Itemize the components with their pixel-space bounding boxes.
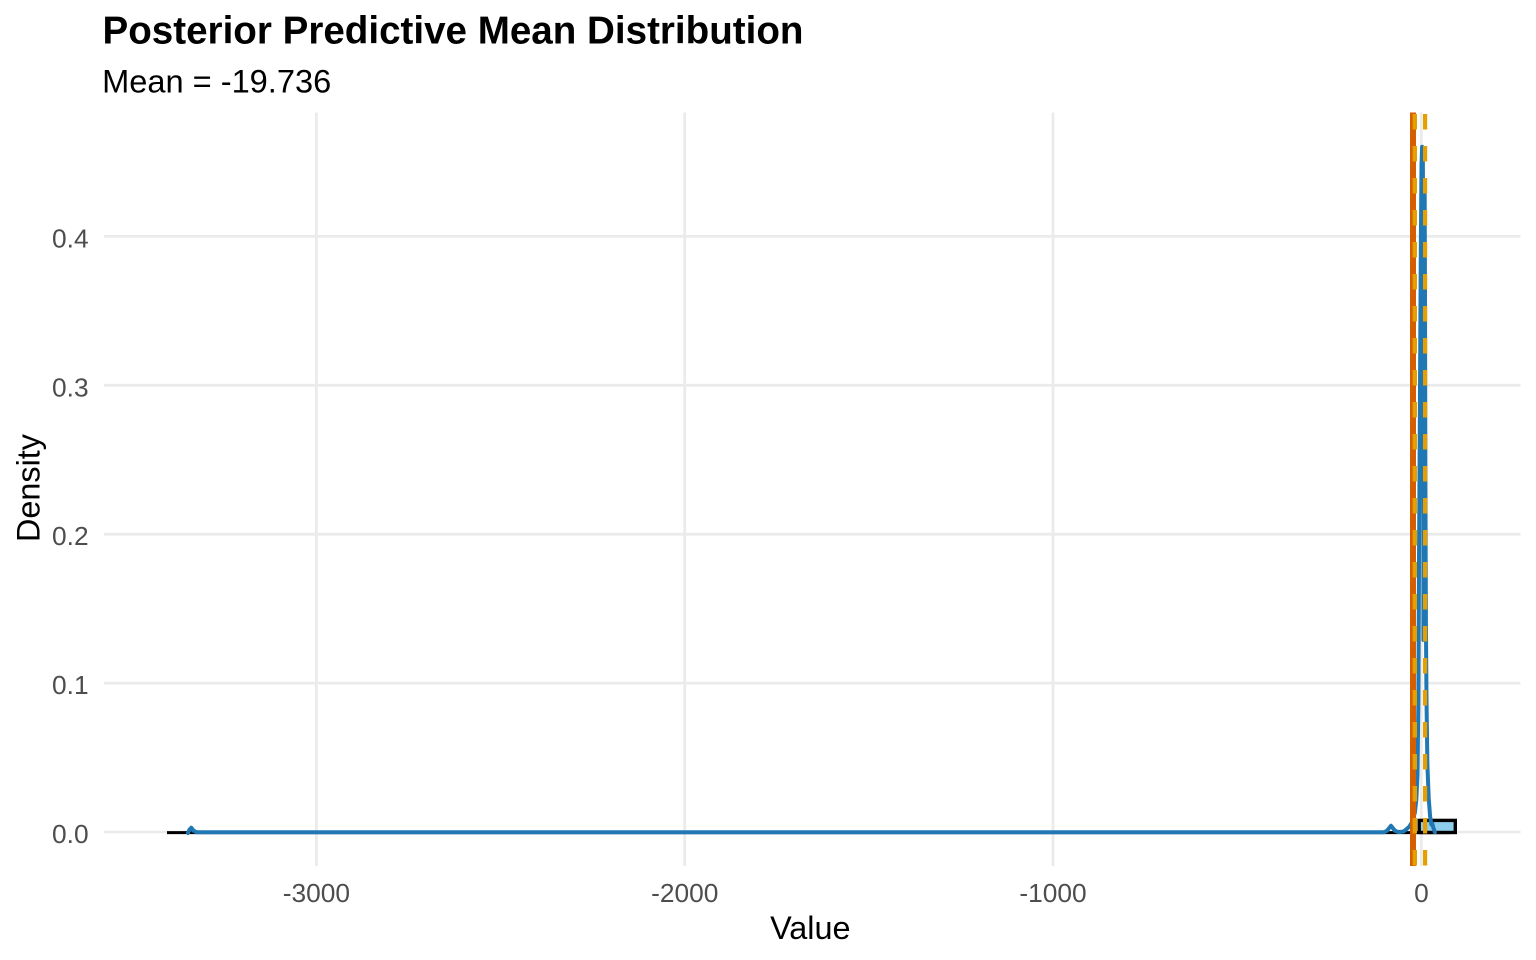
svg-text:Density: Density (11, 433, 47, 542)
svg-text:0.1: 0.1 (52, 670, 89, 700)
svg-text:0.0: 0.0 (52, 819, 89, 849)
svg-text:0: 0 (1414, 878, 1429, 908)
svg-text:Mean = -19.736: Mean = -19.736 (102, 62, 331, 99)
svg-text:-3000: -3000 (283, 878, 350, 908)
svg-text:-2000: -2000 (651, 878, 718, 908)
svg-text:0.4: 0.4 (52, 223, 89, 253)
svg-text:0.2: 0.2 (52, 521, 89, 551)
svg-text:Value: Value (770, 910, 850, 946)
svg-text:0.3: 0.3 (52, 372, 89, 402)
svg-text:Posterior Predictive Mean Dist: Posterior Predictive Mean Distribution (103, 10, 804, 53)
svg-text:-1000: -1000 (1019, 878, 1086, 908)
